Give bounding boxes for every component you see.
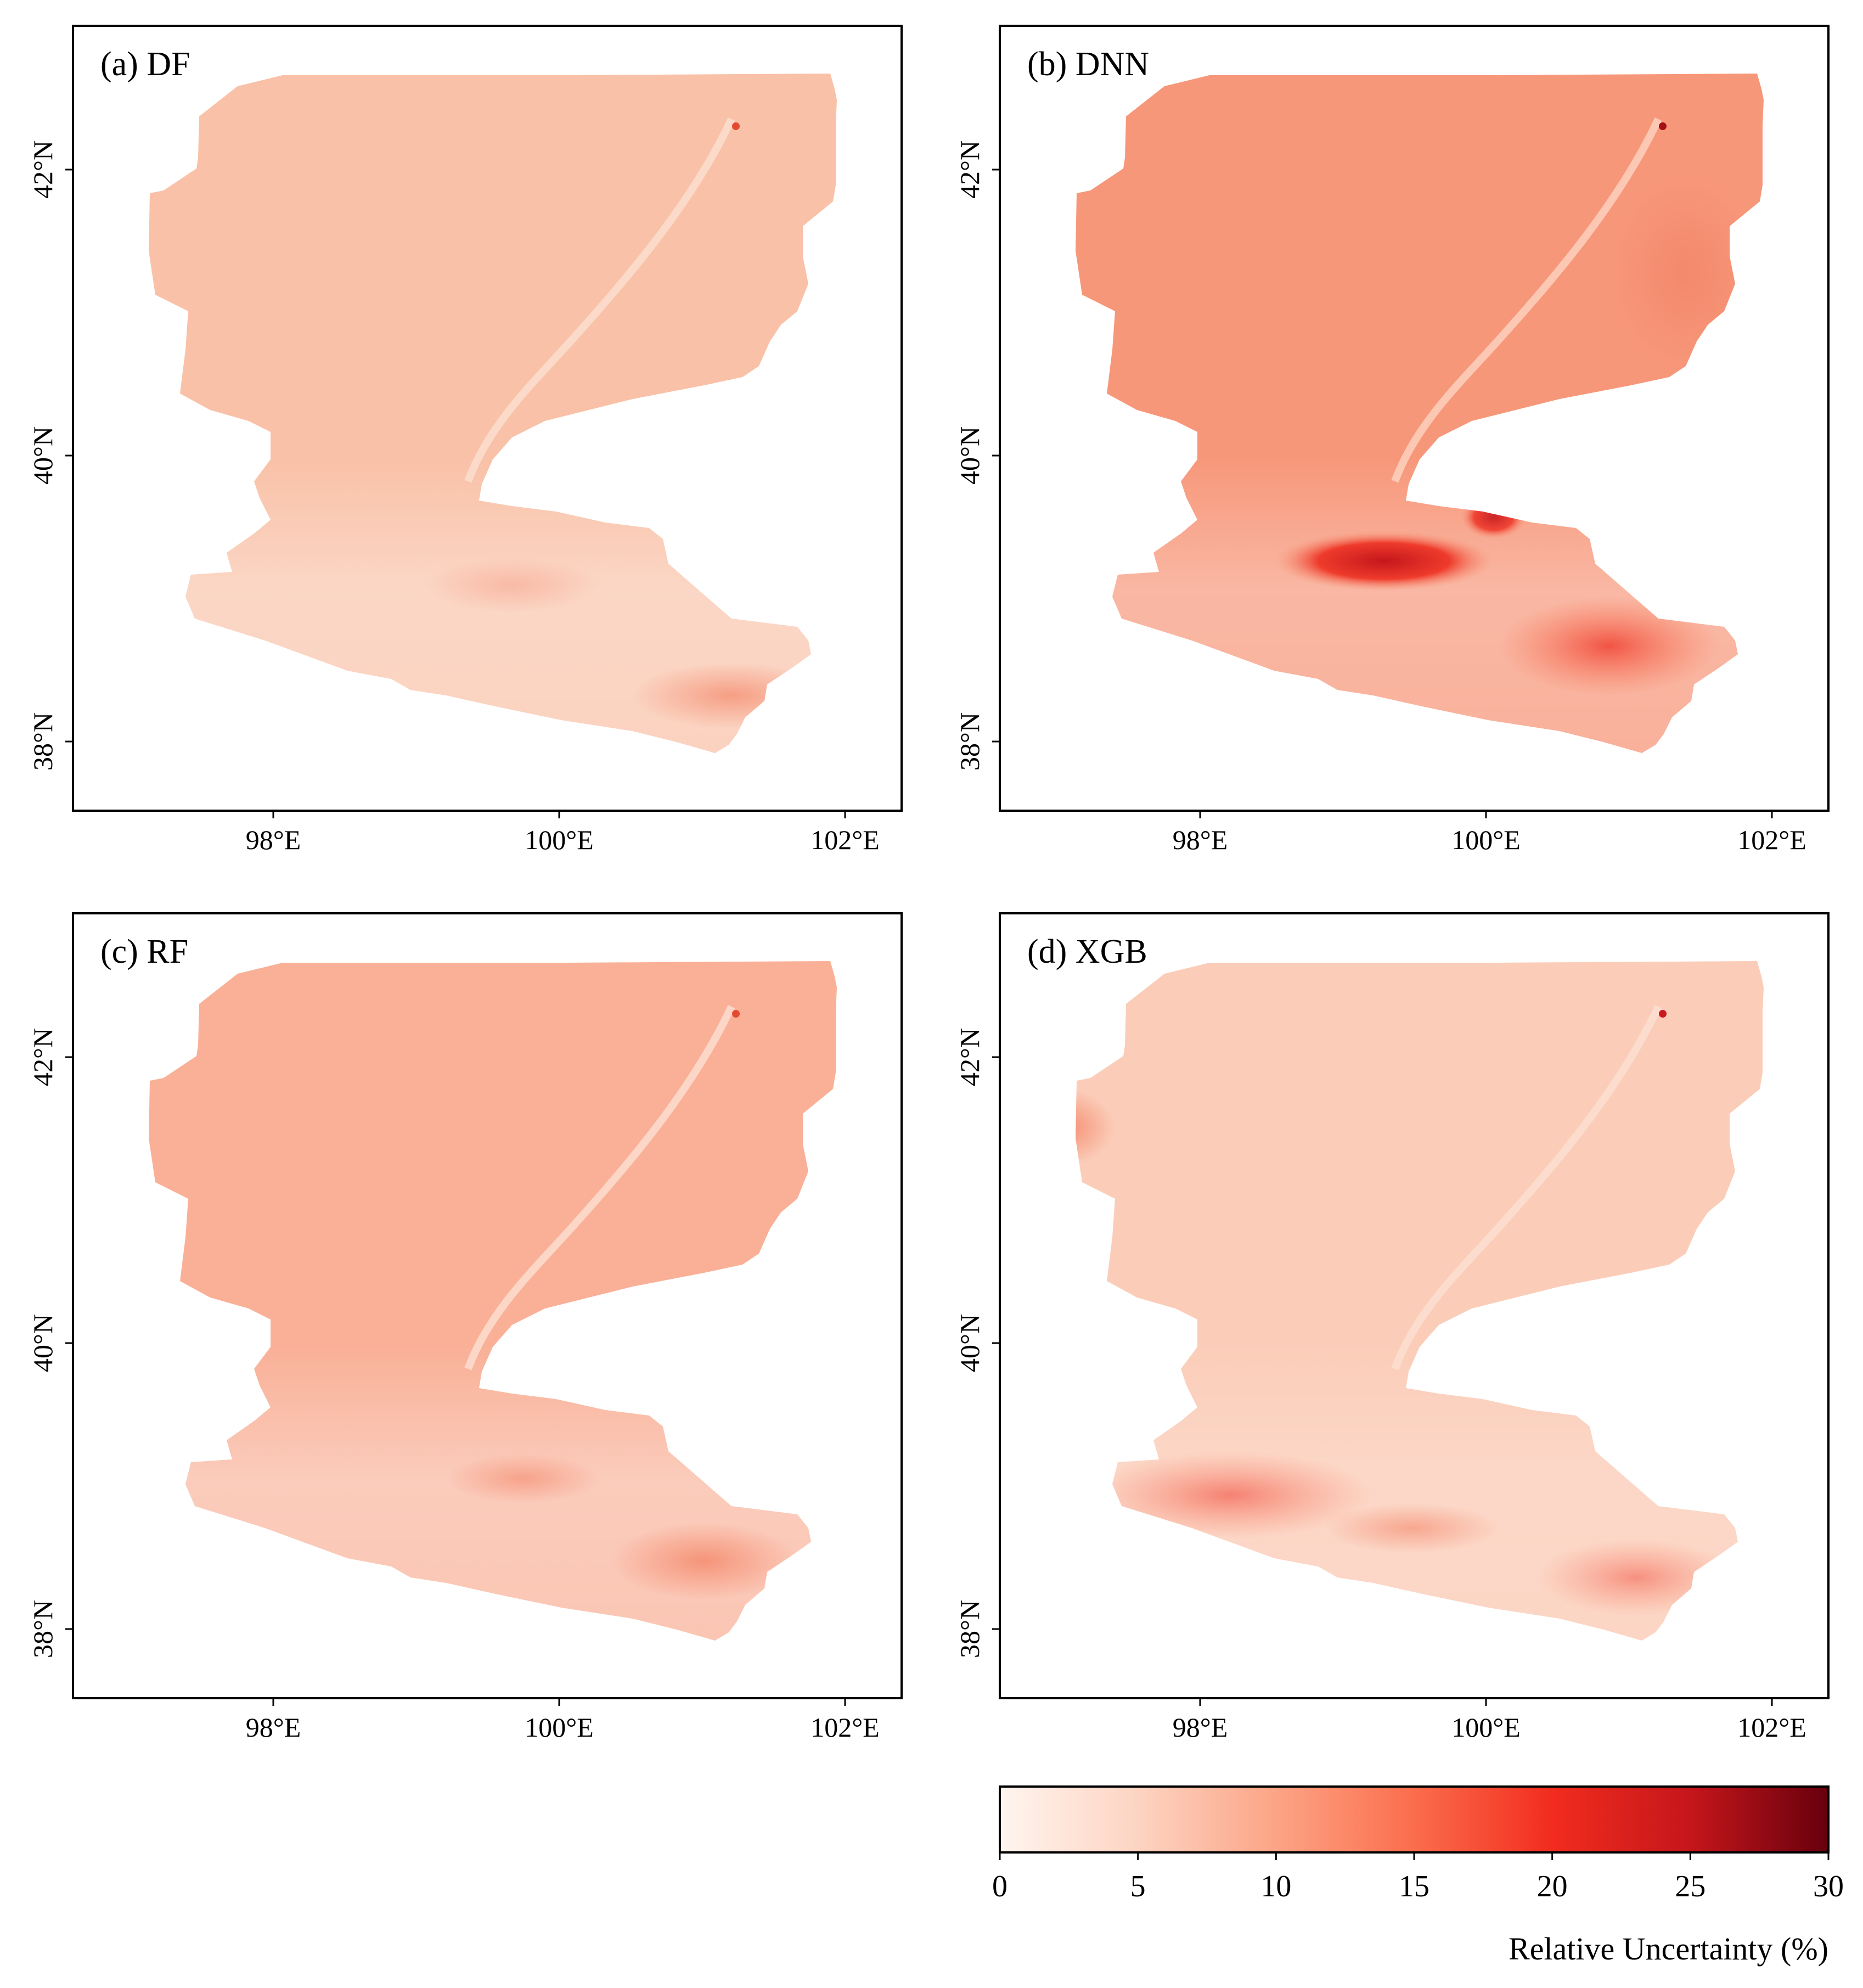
lon-tick-98: 98°E [246, 824, 301, 855]
lon-tick-98: 98°E [246, 1712, 301, 1743]
lon-axis: 98°E 100°E 102°E [246, 1698, 880, 1743]
panel-rf: (c) RF 42°N 40°N 38°N 98°E 100°E 102°E [27, 912, 903, 1743]
lat-axis: 42°N 40°N 38°N [954, 1028, 1000, 1658]
colorbar-gradient [999, 1785, 1830, 1854]
colorbar-title: Relative Uncertainty (%) [1509, 1931, 1828, 1967]
lon-tick-100: 100°E [1451, 1712, 1521, 1743]
lon-tick-102: 102°E [1737, 1712, 1806, 1743]
colorbar-tick-label: 0 [992, 1869, 1008, 1903]
lon-tick-98: 98°E [1173, 1712, 1228, 1743]
panel-label-rf: (c) RF [100, 933, 188, 970]
lon-tick-102: 102°E [811, 1712, 880, 1743]
lat-axis: 42°N 40°N 38°N [954, 141, 1000, 771]
panel-label-xgb: (d) XGB [1027, 933, 1147, 970]
lat-tick-38: 38°N [27, 1600, 58, 1658]
lat-tick-42: 42°N [954, 1028, 985, 1086]
lon-tick-98: 98°E [1173, 824, 1228, 855]
colorbar-ticks: 0 5 10 15 20 25 30 [992, 1852, 1844, 1903]
panel-xgb: (d) XGB 42°N 40°N 38°N 98°E 100°E 102°E [954, 912, 1830, 1743]
lat-tick-40: 40°N [27, 1314, 58, 1372]
lat-tick-42: 42°N [27, 141, 58, 199]
lon-tick-100: 100°E [1451, 824, 1521, 855]
lon-axis: 98°E 100°E 102°E [246, 811, 880, 855]
lat-tick-38: 38°N [27, 712, 58, 771]
lat-tick-40: 40°N [954, 1314, 985, 1372]
lon-axis: 98°E 100°E 102°E [1173, 1698, 1806, 1743]
lon-tick-102: 102°E [1737, 824, 1806, 855]
lon-tick-100: 100°E [525, 824, 594, 855]
colorbar-tick-label: 15 [1399, 1869, 1429, 1903]
panel-df: (a) DF 42°N 40°N 38°N 98°E 100°E 102°E [27, 25, 903, 855]
lon-tick-100: 100°E [525, 1712, 594, 1743]
colorbar: 0 5 10 15 20 25 30 Relative Uncertainty (%) [992, 1785, 1844, 1967]
lat-tick-42: 42°N [954, 141, 985, 199]
lat-tick-38: 38°N [954, 1600, 985, 1658]
colorbar-tick-label: 5 [1130, 1869, 1146, 1903]
lat-tick-38: 38°N [954, 712, 985, 771]
lat-tick-40: 40°N [27, 426, 58, 485]
colorbar-tick-label: 30 [1813, 1869, 1844, 1903]
lat-tick-42: 42°N [27, 1028, 58, 1086]
colorbar-tick-label: 10 [1260, 1869, 1291, 1903]
uncertainty-map-rf [149, 961, 837, 1641]
panel-label-dnn: (b) DNN [1027, 46, 1149, 83]
colorbar-tick-label: 20 [1537, 1869, 1568, 1903]
lat-axis: 42°N 40°N 38°N [27, 141, 73, 771]
lon-axis: 98°E 100°E 102°E [1173, 811, 1806, 855]
lon-tick-102: 102°E [811, 824, 880, 855]
lat-axis: 42°N 40°N 38°N [27, 1028, 73, 1658]
panel-dnn: (b) DNN 42°N 40°N 38°N 98°E 100°E 102°E [954, 25, 1830, 855]
lat-tick-40: 40°N [954, 426, 985, 485]
colorbar-tick-label: 25 [1675, 1869, 1706, 1903]
panel-label-df: (a) DF [100, 46, 190, 83]
